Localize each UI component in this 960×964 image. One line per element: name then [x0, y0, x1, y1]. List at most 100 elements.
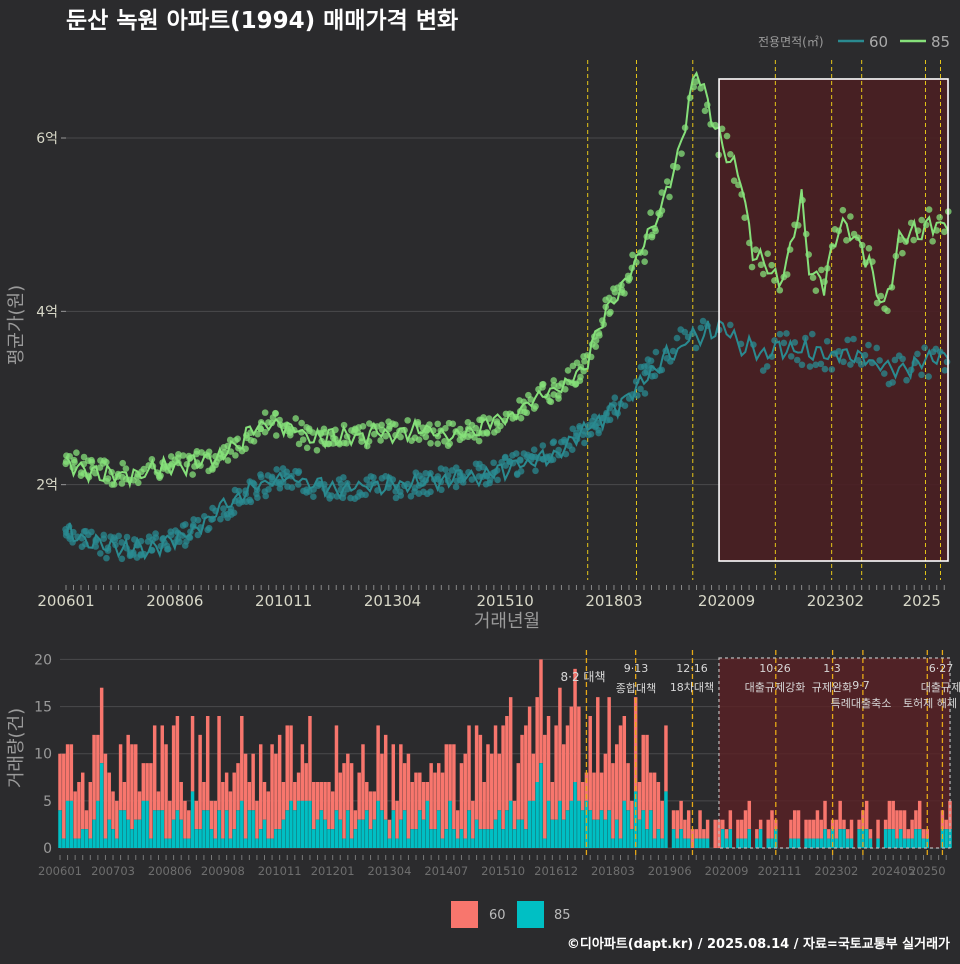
volume-bar-85	[270, 838, 274, 848]
volume-bar-85	[296, 800, 301, 848]
volume-bar-85	[614, 819, 619, 848]
volume-bar-60	[796, 810, 801, 839]
volume-bar-60	[243, 753, 248, 839]
volume-xtick-label: 202302	[814, 864, 858, 878]
volume-bar-60	[262, 782, 267, 820]
volume-bar-85	[122, 810, 127, 848]
price-point	[771, 277, 778, 284]
price-legend: 전용면적(㎡) 60 85	[758, 33, 950, 51]
price-point	[641, 249, 649, 256]
volume-bar-60	[921, 829, 926, 839]
price-point	[123, 533, 131, 541]
volume-bar-85	[80, 829, 85, 848]
volume-bar-60	[463, 753, 467, 839]
price-point	[155, 472, 163, 480]
price-point	[370, 430, 378, 438]
volume-bar-85	[883, 829, 888, 848]
price-point	[118, 555, 126, 563]
price-point	[581, 439, 588, 447]
volume-bar-85	[168, 838, 172, 848]
price-point	[941, 228, 948, 236]
volume-bar-60	[535, 697, 539, 782]
volume-bar-60	[770, 810, 774, 839]
volume-bar-60	[899, 810, 903, 830]
volume-bar-60	[804, 819, 808, 839]
volume-bar-85	[804, 838, 808, 848]
volume-bar-85	[910, 838, 914, 848]
price-point	[581, 357, 588, 365]
price-point	[254, 494, 261, 501]
price-point	[422, 469, 430, 477]
price-point	[407, 493, 415, 500]
volume-bar-85	[630, 829, 634, 848]
volume-bar-85	[399, 819, 403, 848]
volume-bar-85	[293, 810, 297, 848]
volume-xtick-label: 202111	[758, 864, 802, 878]
price-point	[865, 245, 873, 252]
volume-bar-60	[353, 810, 358, 830]
price-point	[741, 214, 748, 221]
volume-bar-60	[683, 819, 687, 839]
volume-bar-85	[194, 829, 199, 848]
volume-bar-60	[455, 810, 460, 839]
price-point	[876, 357, 883, 364]
price-point	[546, 397, 553, 405]
volume-bar-60	[217, 716, 221, 811]
price-point	[292, 415, 300, 422]
volume-bar-85	[444, 829, 449, 848]
volume-bar-60	[618, 725, 623, 839]
volume-bar-85	[906, 838, 911, 848]
price-point	[512, 450, 520, 457]
highlight-period-outline	[718, 78, 949, 562]
volume-bar-60	[766, 819, 770, 839]
price-point	[110, 481, 118, 488]
volume-bar-60	[808, 819, 812, 839]
volume-bar-85	[463, 838, 467, 848]
price-point	[483, 430, 491, 437]
volume-bar-60	[467, 725, 471, 811]
volume-bar-60	[171, 725, 176, 820]
price-point	[918, 371, 925, 379]
volume-bar-85	[440, 838, 445, 848]
volume-bar-60	[376, 725, 380, 801]
price-point	[441, 438, 448, 445]
volume-bar-85	[228, 838, 233, 848]
highlight-period	[719, 79, 948, 561]
volume-bar-85	[421, 819, 426, 848]
volume-bar-60	[501, 725, 505, 830]
volume-bar-60	[312, 782, 316, 830]
price-ytick-label: 4억	[36, 304, 58, 320]
price-xtick-label: 201803	[585, 592, 642, 610]
price-point	[265, 486, 272, 493]
price-point	[115, 532, 123, 540]
volume-bar-60	[868, 829, 873, 839]
volume-bar-85	[543, 838, 547, 848]
volume-bar-60	[391, 744, 396, 811]
price-point	[370, 474, 377, 481]
volume-bar-85	[425, 800, 430, 848]
price-point	[427, 439, 434, 447]
volume-bar-60	[713, 819, 717, 848]
volume-bar-85	[584, 800, 589, 848]
volume-bar-60	[914, 810, 918, 830]
price-point	[88, 458, 96, 466]
volume-bar-60	[80, 772, 85, 830]
volume-bar-60	[838, 800, 842, 830]
price-point	[527, 396, 535, 403]
price-point	[358, 438, 365, 445]
volume-bar-85	[550, 819, 555, 848]
price-point	[783, 330, 790, 337]
volume-bar-60	[323, 782, 327, 820]
price-point	[629, 251, 636, 259]
volume-bar-60	[637, 782, 642, 820]
volume-bar-85	[285, 810, 289, 848]
price-point	[647, 357, 655, 365]
volume-bar-85	[410, 829, 414, 848]
volume-bar-60	[705, 819, 710, 839]
price-point	[404, 417, 411, 424]
volume-bar-85	[315, 819, 320, 848]
volume-bar-85	[308, 800, 312, 848]
volume-bar-60	[224, 772, 229, 811]
volume-ytick-label: 20	[34, 652, 52, 668]
